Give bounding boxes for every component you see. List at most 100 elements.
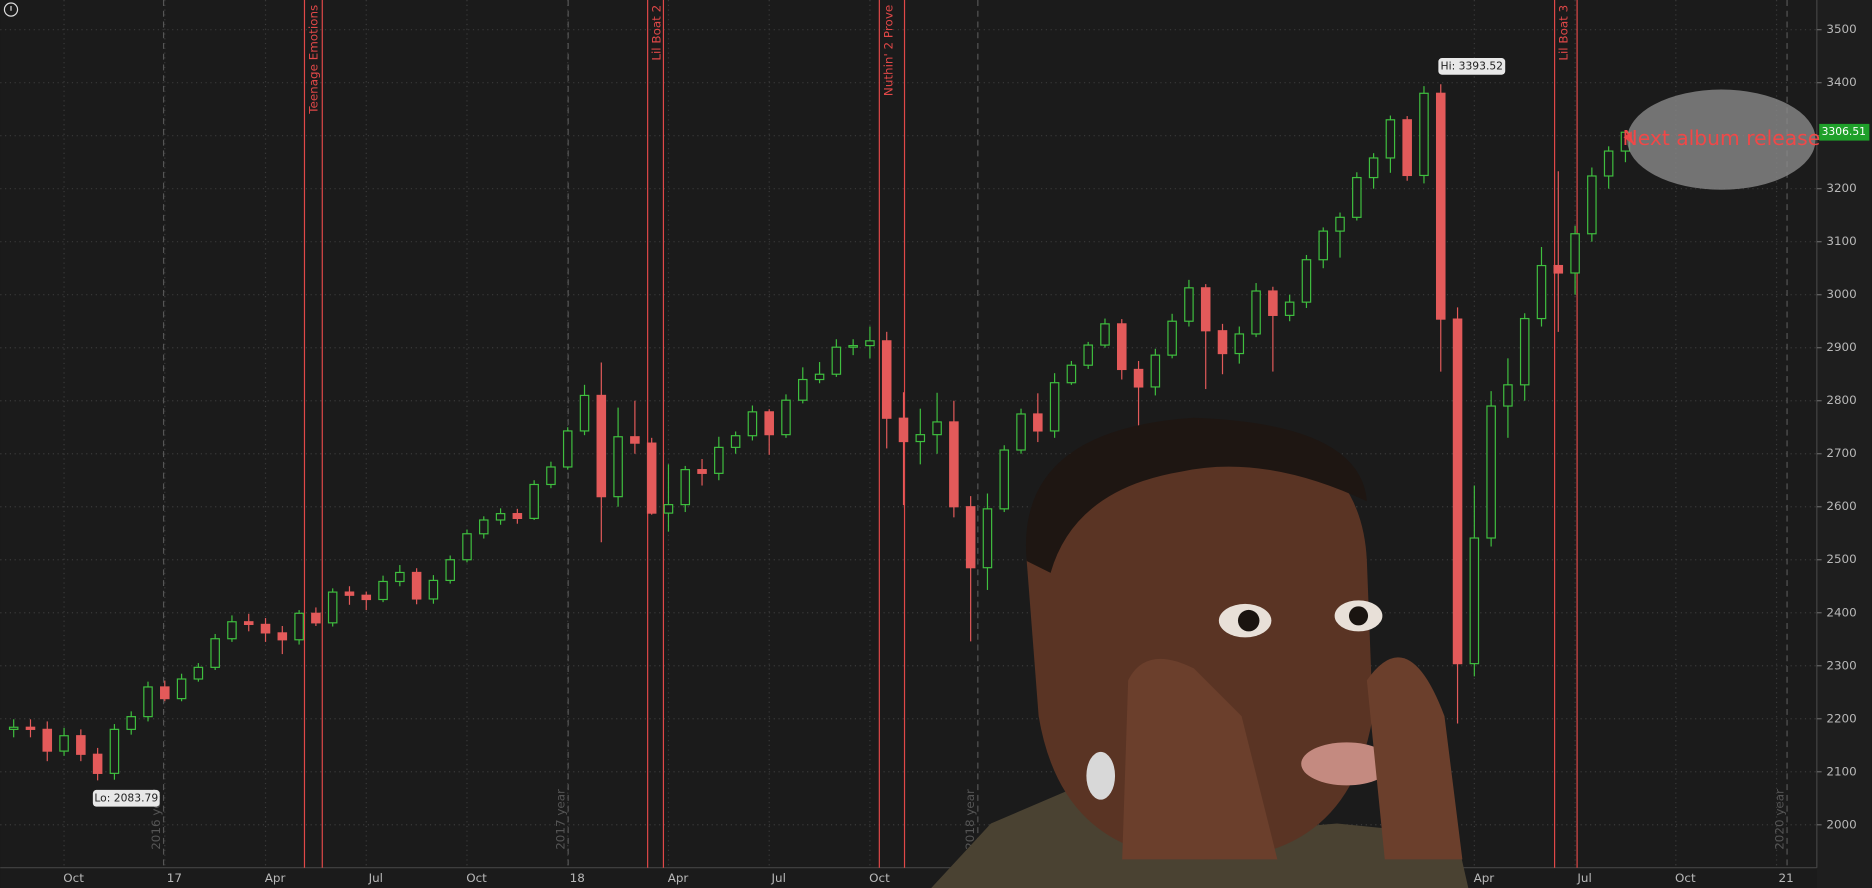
candle-body [697, 469, 707, 474]
candle-body [126, 716, 136, 730]
candle-body [1503, 384, 1513, 407]
candle-body [1385, 119, 1396, 159]
y-tick-label: 2900 [1826, 340, 1856, 354]
candle-body [1570, 233, 1580, 274]
candle-body [42, 728, 53, 752]
candle-body [1402, 119, 1412, 177]
candle-body [714, 446, 724, 474]
candle-body [428, 579, 439, 600]
candle-body [814, 373, 825, 381]
hi-label-box [1438, 58, 1506, 75]
annotation-arrow [1623, 131, 1632, 144]
y-tick-label: 2300 [1826, 658, 1856, 672]
candle-body [1268, 290, 1278, 316]
candle-body [1301, 259, 1312, 303]
candle-body [1553, 264, 1564, 274]
candles [8, 84, 1631, 781]
candle-body [1519, 317, 1530, 386]
candle-body [1150, 354, 1161, 388]
last-price: 3306.51 [1822, 125, 1866, 138]
candle-body [327, 591, 338, 624]
candle-body [344, 591, 355, 596]
y-tick-label: 3200 [1826, 181, 1856, 195]
candle-body [579, 394, 590, 432]
event-label: Nuthin' 2 Prove [881, 5, 895, 96]
candle-body [210, 638, 220, 668]
candle-body [949, 421, 959, 508]
candle-body [1133, 368, 1144, 388]
candle-body [1335, 216, 1345, 232]
y-tick-label: 2100 [1826, 764, 1856, 778]
x-tick-label: Oct [466, 871, 487, 885]
candle-body [277, 632, 288, 641]
lo-label: Lo: 2083.79 [94, 791, 158, 804]
event-label: Lil Boat 2 [650, 5, 664, 61]
candle-body [1100, 323, 1110, 346]
x-tick-label: Jul [771, 871, 786, 885]
candle-body [1167, 320, 1177, 356]
candle-body [932, 421, 942, 436]
y-tick-label: 2600 [1826, 499, 1856, 513]
candle-body [143, 686, 153, 718]
candle-body [243, 621, 254, 626]
annotation: Next album release [1623, 89, 1821, 190]
y-tick-label: 2800 [1826, 393, 1856, 407]
x-tick-label: Oct [1675, 871, 1696, 885]
candle-body [1234, 333, 1245, 355]
candle-body [59, 735, 69, 752]
candle-body [1066, 364, 1077, 384]
candle-body [495, 513, 506, 521]
candle-body [1033, 413, 1043, 432]
photo-pupil [1348, 606, 1369, 626]
candle-body [865, 340, 875, 347]
candle-body [227, 621, 237, 640]
y-tick-label: 3000 [1826, 287, 1856, 301]
x-tick-label: 17 [167, 871, 182, 885]
x-tick-label: 21 [1779, 871, 1794, 885]
y-tick-label: 2200 [1826, 711, 1856, 725]
candle-body [1435, 92, 1446, 320]
candle-body [764, 411, 774, 436]
candle-body [1603, 150, 1614, 177]
candle-body [109, 728, 120, 774]
candle-body [529, 483, 539, 519]
candle-body [1536, 264, 1547, 320]
candle-body [311, 612, 321, 624]
annotation-text: Next album release [1623, 126, 1821, 150]
photo-hand [1122, 658, 1278, 860]
candle-body [898, 417, 909, 443]
candle-body [1587, 175, 1597, 235]
x-tick-label: Apr [668, 871, 689, 885]
candle-body [1049, 382, 1060, 432]
candle-body [395, 571, 405, 583]
year-label: 2018 year [963, 789, 977, 850]
lo-label-box [92, 789, 160, 807]
y-tick-label: 2400 [1826, 605, 1856, 619]
candle-body [848, 345, 858, 348]
y-tick-label: 3100 [1826, 234, 1856, 248]
x-tick-label: Jul [1576, 871, 1591, 885]
candle-body [562, 430, 573, 468]
candle-body [747, 411, 758, 437]
candle-body [378, 580, 388, 601]
info-icon[interactable] [3, 2, 19, 17]
y-tick-label: 3500 [1826, 22, 1856, 36]
y-tick-label: 2700 [1826, 446, 1856, 460]
candle-body [630, 436, 640, 444]
candle-body [160, 686, 170, 700]
candle-body [1083, 344, 1093, 366]
candle-body [260, 623, 271, 634]
candle-body [781, 399, 791, 436]
candle-body [294, 612, 304, 641]
photo-lip [1301, 742, 1392, 786]
candle-body [982, 508, 993, 569]
photo-head [1026, 420, 1373, 860]
candle-body [1217, 330, 1228, 355]
year-label: 2017 year [554, 789, 568, 850]
candle-body [1016, 413, 1026, 451]
x-tick-label: Jul [368, 871, 383, 885]
candle-body [193, 666, 204, 680]
candle-body [1318, 230, 1329, 261]
